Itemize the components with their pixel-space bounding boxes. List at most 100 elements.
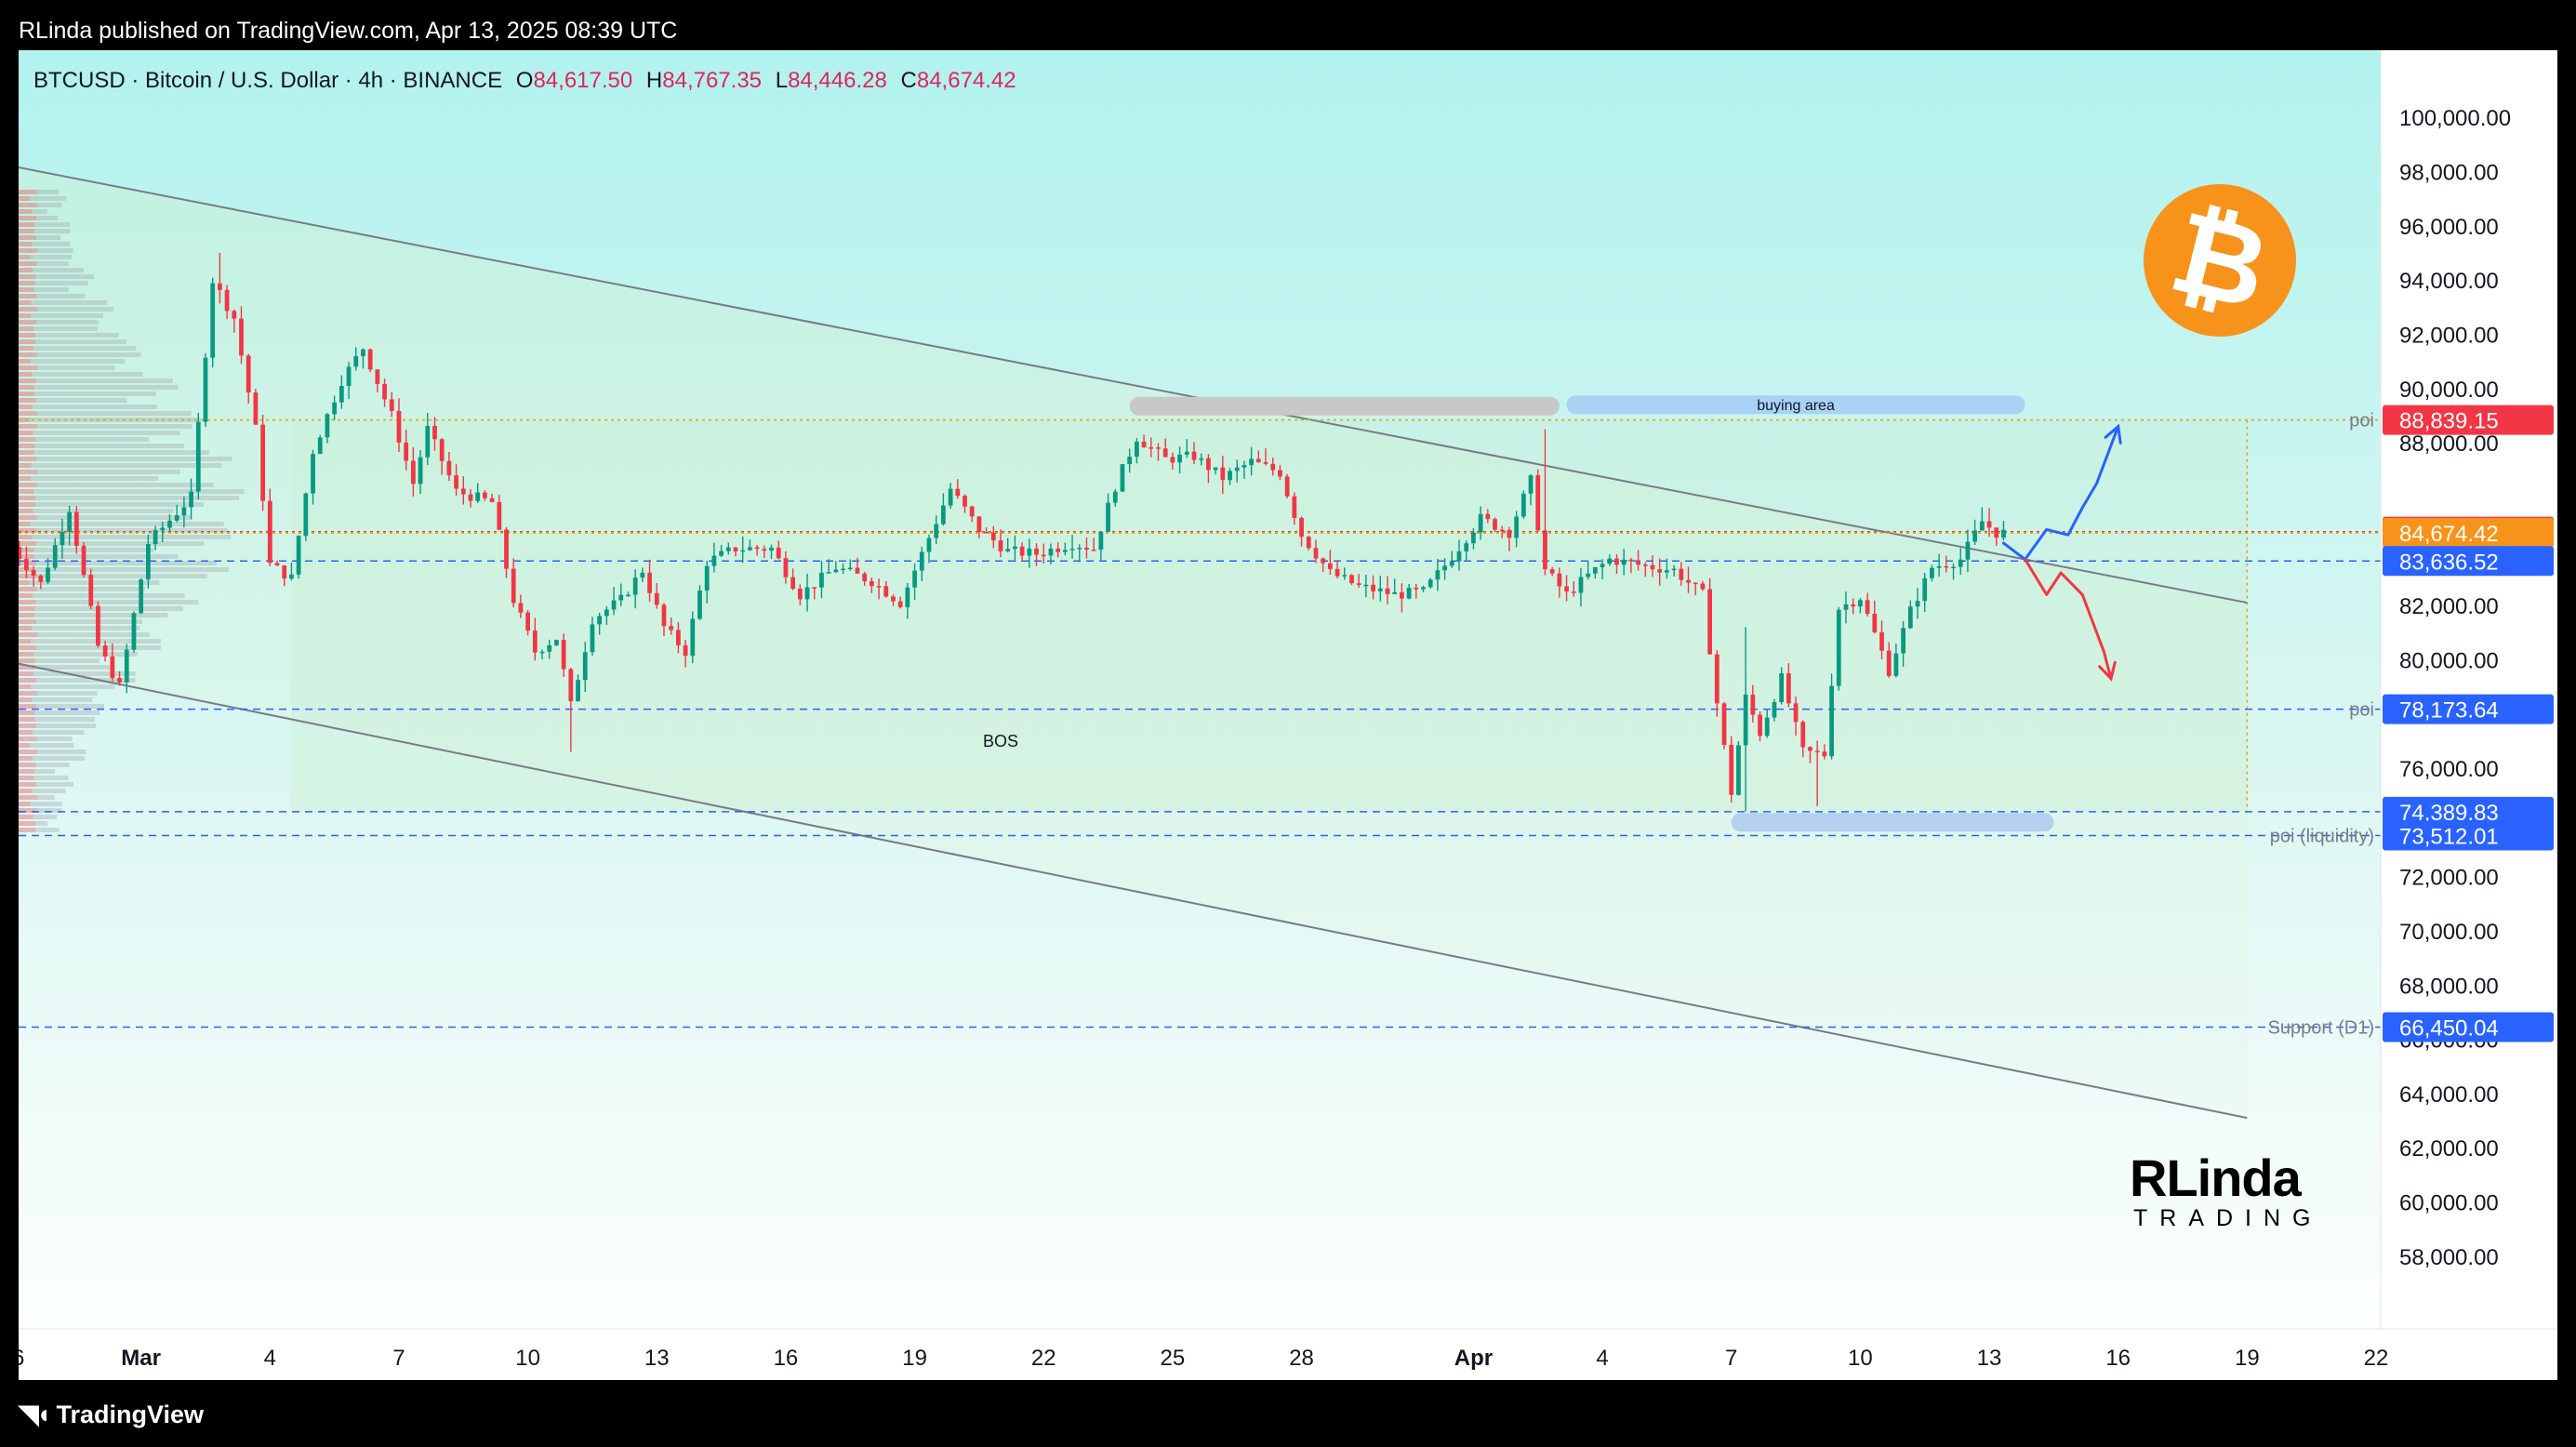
candle-body[interactable] xyxy=(1170,457,1175,463)
candle-body[interactable] xyxy=(1234,467,1240,471)
candle-body[interactable] xyxy=(504,529,509,569)
candle-body[interactable] xyxy=(948,488,953,506)
candle-body[interactable] xyxy=(990,532,996,541)
candle-body[interactable] xyxy=(1814,750,1820,752)
candle-body[interactable] xyxy=(1986,521,1992,528)
candle-body[interactable] xyxy=(812,587,817,589)
candle-body[interactable] xyxy=(769,547,774,551)
candle-body[interactable] xyxy=(1936,565,1942,568)
candle-body[interactable] xyxy=(253,392,259,425)
candle-body[interactable] xyxy=(1464,543,1469,551)
candle-body[interactable] xyxy=(1736,745,1741,795)
candle-body[interactable] xyxy=(418,457,423,485)
candle-body[interactable] xyxy=(1371,584,1375,591)
candle-body[interactable] xyxy=(454,475,458,489)
candle-body[interactable] xyxy=(1385,588,1390,594)
candle-body[interactable] xyxy=(1106,502,1110,532)
candle-body[interactable] xyxy=(934,524,939,538)
candle-body[interactable] xyxy=(790,577,796,590)
candle-body[interactable] xyxy=(1263,462,1268,464)
candle-body[interactable] xyxy=(1628,559,1634,562)
candle-body[interactable] xyxy=(905,587,910,607)
candle-body[interactable] xyxy=(626,594,631,597)
candle-body[interactable] xyxy=(1084,547,1089,551)
candle-body[interactable] xyxy=(1270,463,1276,471)
candle-body[interactable] xyxy=(1972,530,1978,542)
candle-body[interactable] xyxy=(1636,561,1640,565)
candle-body[interactable] xyxy=(31,570,36,576)
candle-body[interactable] xyxy=(1836,609,1841,686)
candle-body[interactable] xyxy=(833,569,839,573)
candle-body[interactable] xyxy=(1520,493,1526,517)
candle-body[interactable] xyxy=(1851,604,1856,607)
candle-body[interactable] xyxy=(46,567,50,582)
candle-body[interactable] xyxy=(1772,701,1777,718)
candle-body[interactable] xyxy=(532,631,538,653)
candle-body[interactable] xyxy=(1729,744,1734,795)
candle-body[interactable] xyxy=(748,547,752,551)
candle-body[interactable] xyxy=(704,565,710,591)
candle-body[interactable] xyxy=(969,506,975,517)
candle-body[interactable] xyxy=(640,572,645,578)
candle-body[interactable] xyxy=(1965,541,1971,560)
candle-body[interactable] xyxy=(1077,547,1082,550)
candle-body[interactable] xyxy=(210,283,216,358)
candle-body[interactable] xyxy=(576,680,580,702)
candle-body[interactable] xyxy=(167,520,172,528)
candle-body[interactable] xyxy=(145,544,151,580)
candle-body[interactable] xyxy=(1922,577,1928,602)
candle-body[interactable] xyxy=(24,559,29,571)
candle-body[interactable] xyxy=(525,612,531,631)
candle-body[interactable] xyxy=(1557,573,1562,587)
candle-body[interactable] xyxy=(582,652,588,681)
price-label-tag[interactable] xyxy=(2383,546,2554,577)
candle-body[interactable] xyxy=(1621,559,1627,565)
candle-body[interactable] xyxy=(1427,579,1433,588)
candle-body[interactable] xyxy=(1471,532,1476,544)
candle-body[interactable] xyxy=(1349,575,1354,584)
candle-body[interactable] xyxy=(683,644,688,657)
candle-body[interactable] xyxy=(804,587,810,600)
candle-body[interactable] xyxy=(1313,548,1319,559)
candle-body[interactable] xyxy=(353,356,359,367)
candle-body[interactable] xyxy=(367,349,373,370)
candle-body[interactable] xyxy=(976,516,982,533)
channel-upper-line[interactable] xyxy=(19,166,2248,604)
candle-body[interactable] xyxy=(669,626,674,631)
candle-body[interactable] xyxy=(1242,465,1247,468)
candle-body[interactable] xyxy=(468,494,473,501)
candle-body[interactable] xyxy=(1507,529,1512,538)
candle-body[interactable] xyxy=(1062,550,1068,552)
candle-body[interactable] xyxy=(1406,587,1412,599)
candle-body[interactable] xyxy=(1356,583,1361,585)
candle-body[interactable] xyxy=(38,575,44,582)
candle-body[interactable] xyxy=(1127,457,1133,465)
candle-body[interactable] xyxy=(869,580,874,587)
candle-body[interactable] xyxy=(1342,575,1348,577)
candle-body[interactable] xyxy=(1800,722,1806,748)
candle-body[interactable] xyxy=(568,669,574,702)
candle-body[interactable] xyxy=(539,651,545,654)
candle-body[interactable] xyxy=(189,491,193,508)
candle-body[interactable] xyxy=(855,567,860,574)
channel-lower-line[interactable] xyxy=(19,662,2248,1120)
candle-body[interactable] xyxy=(826,572,831,574)
candle-body[interactable] xyxy=(1041,554,1046,557)
candle-body[interactable] xyxy=(597,616,603,625)
candle-body[interactable] xyxy=(282,565,287,579)
candle-body[interactable] xyxy=(1493,519,1497,530)
candle-body[interactable] xyxy=(232,311,237,319)
candle-body[interactable] xyxy=(1098,531,1104,551)
candle-body[interactable] xyxy=(1607,558,1613,564)
candle-body[interactable] xyxy=(124,649,129,683)
candle-body[interactable] xyxy=(1162,448,1168,458)
candle-body[interactable] xyxy=(303,493,309,537)
candle-body[interactable] xyxy=(131,613,137,650)
candle-body[interactable] xyxy=(1578,577,1584,593)
price-label-tag[interactable] xyxy=(2383,694,2554,724)
candle-body[interactable] xyxy=(1034,548,1039,555)
candle-body[interactable] xyxy=(1184,451,1189,455)
candle-body[interactable] xyxy=(489,498,495,502)
candle-body[interactable] xyxy=(1499,529,1505,532)
candle-body[interactable] xyxy=(725,547,731,551)
